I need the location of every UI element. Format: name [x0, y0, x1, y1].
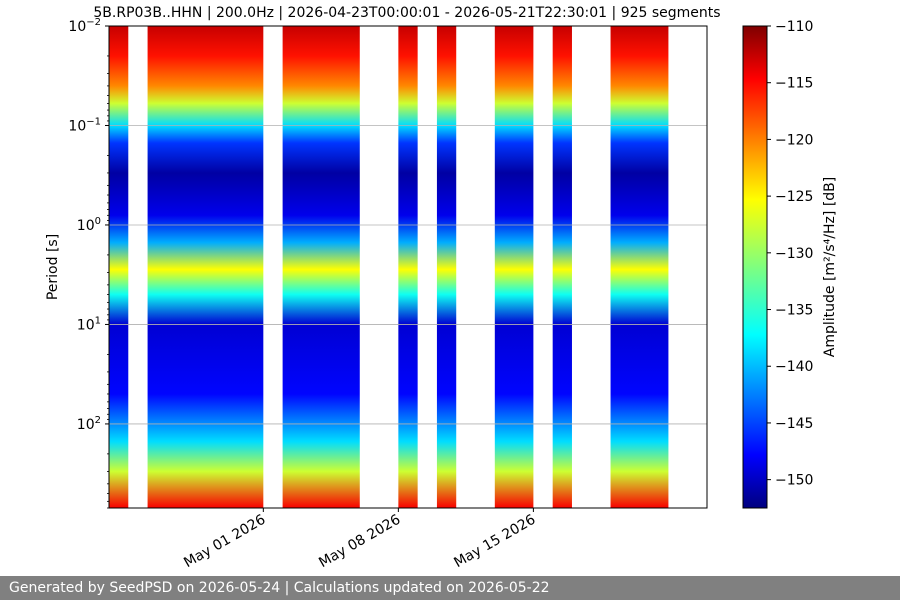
colorbar-tick-label-8: −145 — [775, 416, 813, 432]
data-segment-8 — [610, 26, 669, 508]
colorbar: −110 −115 −120 −125 −130 −135 −140 −145 −150 Amp… — [742, 19, 838, 509]
data-segment-7 — [552, 26, 572, 508]
y-axis-label: Period [s] — [45, 234, 61, 300]
data-segment-5 — [436, 26, 457, 508]
colorbar-gradient — [742, 25, 768, 509]
x-tick-label-1: May 01 2026 — [181, 512, 268, 572]
chart-title: 5B.RP03B..HHN | 200.0Hz | 2026-04-23T00:… — [93, 5, 720, 21]
x-tick-label-2: May 08 2026 — [316, 512, 403, 572]
y-tick-label-5: 102 — [77, 415, 101, 433]
footer-bar: Generated by SeedPSD on 2026-05-24 | Cal… — [0, 576, 900, 600]
colorbar-tick-label-6: −135 — [775, 303, 813, 319]
colorbar-tick-label-4: −125 — [775, 189, 813, 205]
data-segment-2 — [147, 26, 264, 508]
y-tick-label-3: 100 — [77, 216, 101, 234]
y-tick-label-2: 10−1 — [68, 116, 101, 134]
x-tick-label-3: May 15 2026 — [451, 512, 538, 572]
data-segment-6 — [494, 26, 534, 508]
colorbar-tick-label-1: −110 — [775, 19, 813, 35]
colorbar-tick-label-3: −120 — [775, 132, 813, 148]
spectrogram-chart: 5B.RP03B..HHN | 200.0Hz | 2026-04-23T00:… — [45, 5, 838, 571]
colorbar-tick-label-7: −140 — [775, 359, 813, 375]
y-tick-label-4: 101 — [77, 315, 101, 333]
colorbar-tick-label-5: −130 — [775, 246, 813, 262]
y-tick-label-1: 10−2 — [68, 17, 101, 35]
colorbar-tick-label-9: −150 — [775, 473, 813, 489]
colorbar-ticks: −110 −115 −120 −125 −130 −135 −140 −145 −150 — [767, 19, 813, 489]
data-segment-1 — [109, 26, 129, 508]
colorbar-tick-label-2: −115 — [775, 76, 813, 92]
x-axis: May 01 2026 May 08 2026 May 15 2026 — [181, 508, 538, 571]
colorbar-label: Amplitude [m²/s⁴/Hz] [dB] — [822, 177, 838, 357]
footer-text: Generated by SeedPSD on 2026-05-24 | Cal… — [9, 580, 550, 596]
data-segments — [109, 26, 669, 508]
data-segment-4 — [398, 26, 418, 508]
data-segment-3 — [282, 26, 360, 508]
y-axis: 10−2 10−1 100 101 102 — [68, 17, 109, 509]
plot-frame — [108, 25, 708, 509]
